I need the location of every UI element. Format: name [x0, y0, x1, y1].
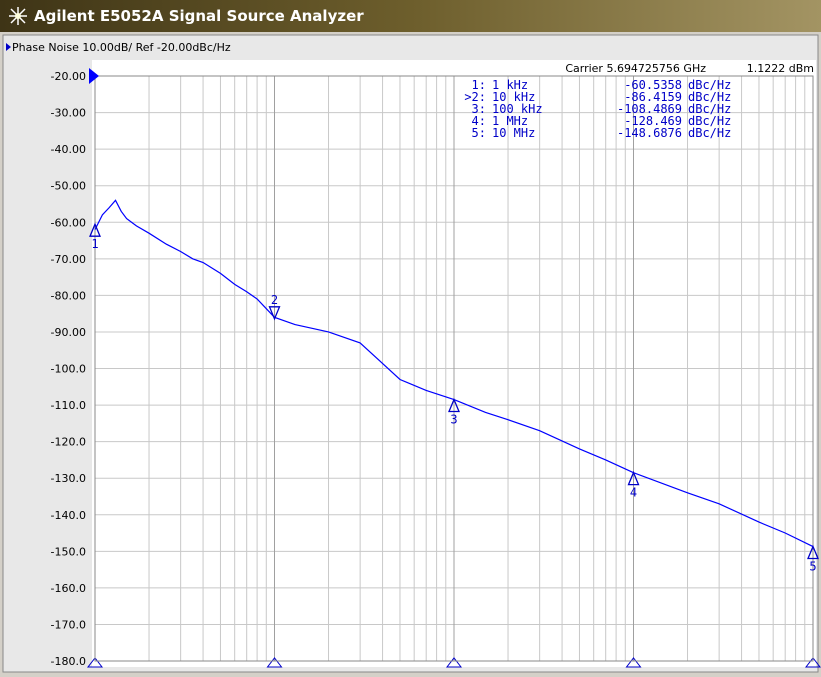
- carrier-power: 1.1222 dBm: [747, 62, 814, 75]
- y-tick-label: -80.00: [51, 289, 86, 302]
- x-tick-mark: [266, 657, 283, 668]
- marker-label: 5:: [472, 126, 486, 140]
- trace-header: Phase Noise 10.00dB/ Ref -20.00dBc/Hz: [12, 41, 231, 54]
- marker-number: 4: [630, 486, 637, 500]
- marker-value: -128.469: [624, 114, 682, 128]
- marker-unit: dBc/Hz: [688, 78, 731, 92]
- marker-unit: dBc/Hz: [688, 102, 731, 116]
- marker-freq: 10 MHz: [492, 126, 535, 140]
- marker-label: >2:: [464, 90, 486, 104]
- x-tick-mark: [445, 657, 463, 668]
- y-tick-label: -40.00: [51, 143, 86, 156]
- marker: [268, 306, 281, 321]
- title-bar: Agilent E5052A Signal Source Analyzer: [0, 0, 821, 32]
- y-tick-label: -110.0: [51, 399, 86, 412]
- y-tick-label: -20.00: [51, 70, 86, 83]
- window-title: Agilent E5052A Signal Source Analyzer: [34, 7, 364, 25]
- marker-value: -60.5358: [624, 78, 682, 92]
- y-tick-label: -60.00: [51, 216, 86, 229]
- carrier: Carrier 5.694725756 GHz: [565, 62, 706, 75]
- y-tick-label: -180.0: [51, 655, 86, 668]
- marker: [448, 397, 460, 413]
- y-tick-label: -160.0: [51, 582, 86, 595]
- marker-freq: 1 kHz: [492, 78, 528, 92]
- ref-arrow: [89, 68, 99, 84]
- y-tick-label: -120.0: [51, 436, 86, 449]
- marker-number: 3: [450, 413, 457, 427]
- marker-label: 4:: [472, 114, 486, 128]
- y-tick-label: -150.0: [51, 545, 86, 558]
- y-tick-label: -50.00: [51, 180, 86, 193]
- marker-number: 1: [91, 237, 98, 251]
- marker: [89, 222, 101, 237]
- marker-number: 2: [271, 293, 278, 307]
- marker-unit: dBc/Hz: [688, 126, 731, 140]
- y-tick-label: -140.0: [51, 509, 86, 522]
- marker-number: 5: [809, 560, 816, 574]
- channel-arrow: [6, 43, 11, 51]
- trace: [94, 199, 814, 548]
- marker-unit: dBc/Hz: [688, 90, 731, 104]
- marker-value: -148.6876: [617, 126, 682, 140]
- marker: [807, 544, 819, 560]
- y-tick-label: -90.00: [51, 326, 86, 339]
- y-tick-label: -30.00: [51, 107, 86, 120]
- y-tick-label: -130.0: [51, 472, 86, 485]
- marker-label: 1:: [472, 78, 486, 92]
- marker-freq: 100 kHz: [492, 102, 543, 116]
- y-tick-label: -100.0: [51, 363, 86, 376]
- chart: Phase Noise 10.00dB/ Ref -20.00dBc/Hz Ca…: [0, 32, 821, 677]
- x-tick-mark: [804, 657, 821, 668]
- marker-unit: dBc/Hz: [688, 114, 731, 128]
- y-tick-label: -170.0: [51, 618, 86, 631]
- plot-frame: [94, 75, 814, 662]
- x-tick-mark: [625, 657, 642, 668]
- x-tick-mark: [86, 657, 104, 668]
- marker-value: -108.4869: [617, 102, 682, 116]
- marker-label: 3:: [472, 102, 486, 116]
- app-icon: [9, 7, 27, 25]
- y-tick-label: -70.00: [51, 253, 86, 266]
- marker-freq: 1 MHz: [492, 114, 528, 128]
- marker-value: -86.4159: [624, 90, 682, 104]
- plot: -20.00 -30.00 -40.00 -50.00 -60.00 -70.00 -80.…: [51, 68, 821, 668]
- marker: [627, 470, 640, 486]
- marker-freq: 10 kHz: [492, 90, 535, 104]
